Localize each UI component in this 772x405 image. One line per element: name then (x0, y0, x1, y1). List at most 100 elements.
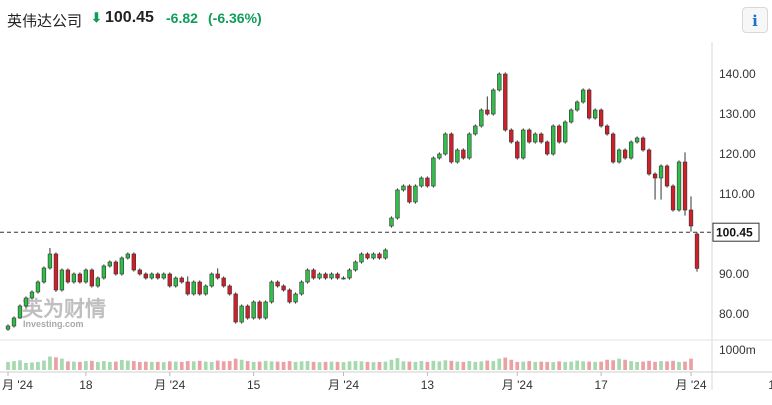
candle-body (431, 157, 436, 187)
candle-body (533, 133, 538, 143)
volume-bar (251, 361, 256, 370)
candle-body (227, 285, 232, 295)
volume-bar (563, 361, 568, 370)
volume-bar (167, 361, 172, 370)
volume-bar (66, 361, 70, 370)
y-tick-label: 90.00 (719, 267, 749, 281)
volume-bar (269, 361, 274, 370)
volume-bar (233, 358, 238, 370)
candle-body (407, 185, 412, 203)
volume-bar (119, 360, 124, 370)
candle-body (437, 153, 442, 159)
candle-body (527, 129, 532, 143)
candle-body (353, 261, 358, 271)
candle-body (461, 149, 466, 159)
candle-body (455, 149, 460, 163)
candle-body (53, 253, 59, 291)
y-tick-label: 110.00 (719, 187, 755, 201)
volume-bar (479, 361, 484, 370)
candle-body (329, 273, 334, 279)
candle-body (586, 89, 592, 119)
volume-bar (197, 360, 202, 370)
candle-body (191, 281, 196, 295)
candle-body (161, 273, 166, 279)
candle-body (287, 289, 292, 303)
volume-bar (593, 361, 598, 370)
candle-body (113, 261, 119, 275)
candle-body (473, 125, 478, 135)
volume-bar (72, 361, 76, 370)
candle-body (167, 273, 172, 287)
info-icon[interactable]: i (742, 7, 768, 33)
quote-header: 英伟达公司 ⬇ 100.45 -6.82 (-6.36%) i (0, 0, 772, 36)
candle-body (311, 269, 316, 279)
candle-body (383, 249, 388, 259)
volume-bar (54, 357, 58, 370)
x-tick-label: 15 (768, 378, 772, 392)
candle-body (29, 291, 35, 299)
volume-bar (539, 361, 544, 370)
volume-bar (137, 361, 142, 370)
candle-body (413, 185, 418, 203)
candle-body (670, 185, 676, 211)
candle-body (592, 109, 598, 119)
candle-body (125, 253, 130, 259)
volume-bar (665, 361, 669, 370)
candle-body (221, 277, 226, 287)
instrument-name: 英伟达公司 (7, 13, 83, 30)
candle-body (563, 121, 568, 143)
candle-body (317, 273, 322, 279)
volume-bar (48, 356, 52, 370)
volume-bar (467, 361, 472, 370)
candle-body (23, 297, 29, 307)
down-arrow-icon: ⬇ (91, 10, 102, 25)
x-tick-label: 月 '24 (154, 378, 185, 392)
volume-bar (545, 361, 550, 370)
watermark: 英为财情 Investing.com (22, 297, 106, 329)
last-price: 100.45 (105, 9, 154, 26)
volume-bar (629, 361, 633, 370)
x-tick-label: 13 (421, 378, 435, 392)
price-change-percent: (-6.36%) (208, 10, 262, 26)
volume-bar (90, 360, 94, 370)
candle-body (59, 269, 65, 291)
candles (5, 72, 700, 331)
volume-bar (575, 360, 580, 370)
candle-body (269, 281, 274, 303)
volume-bar (395, 358, 400, 370)
volume-bar (455, 361, 460, 370)
candle-body (521, 129, 526, 159)
volume-bar (557, 361, 562, 370)
volume-bar (419, 361, 424, 370)
volume-bar (569, 361, 574, 370)
volume-bar (401, 361, 406, 370)
candle-body (263, 301, 268, 319)
x-tick-label: 月 '24 (502, 378, 533, 392)
volume-bar (179, 361, 184, 370)
candle-body (335, 273, 340, 279)
x-tick-label: 18 (79, 378, 93, 392)
candle-body (664, 165, 670, 187)
volume-bar (515, 361, 520, 370)
volume-bar (431, 360, 436, 370)
candle-body (497, 73, 502, 91)
candle-body (185, 281, 190, 295)
last-price-tag (712, 222, 760, 242)
price-change: -6.82 (166, 10, 198, 26)
volume-bar (257, 361, 262, 370)
candle-body (658, 165, 664, 179)
candle-body (640, 137, 646, 151)
volume-bar (323, 361, 328, 370)
volume-bar (677, 361, 681, 370)
candle-body (503, 73, 508, 131)
candle-body (425, 177, 430, 187)
volume-bar (671, 360, 675, 370)
volume-bar (287, 361, 292, 370)
candle-body (419, 177, 424, 187)
candle-body (652, 173, 658, 179)
volume-bar (12, 361, 16, 370)
volume-bar (659, 361, 663, 370)
x-tick-label: 月 '24 (676, 378, 707, 392)
